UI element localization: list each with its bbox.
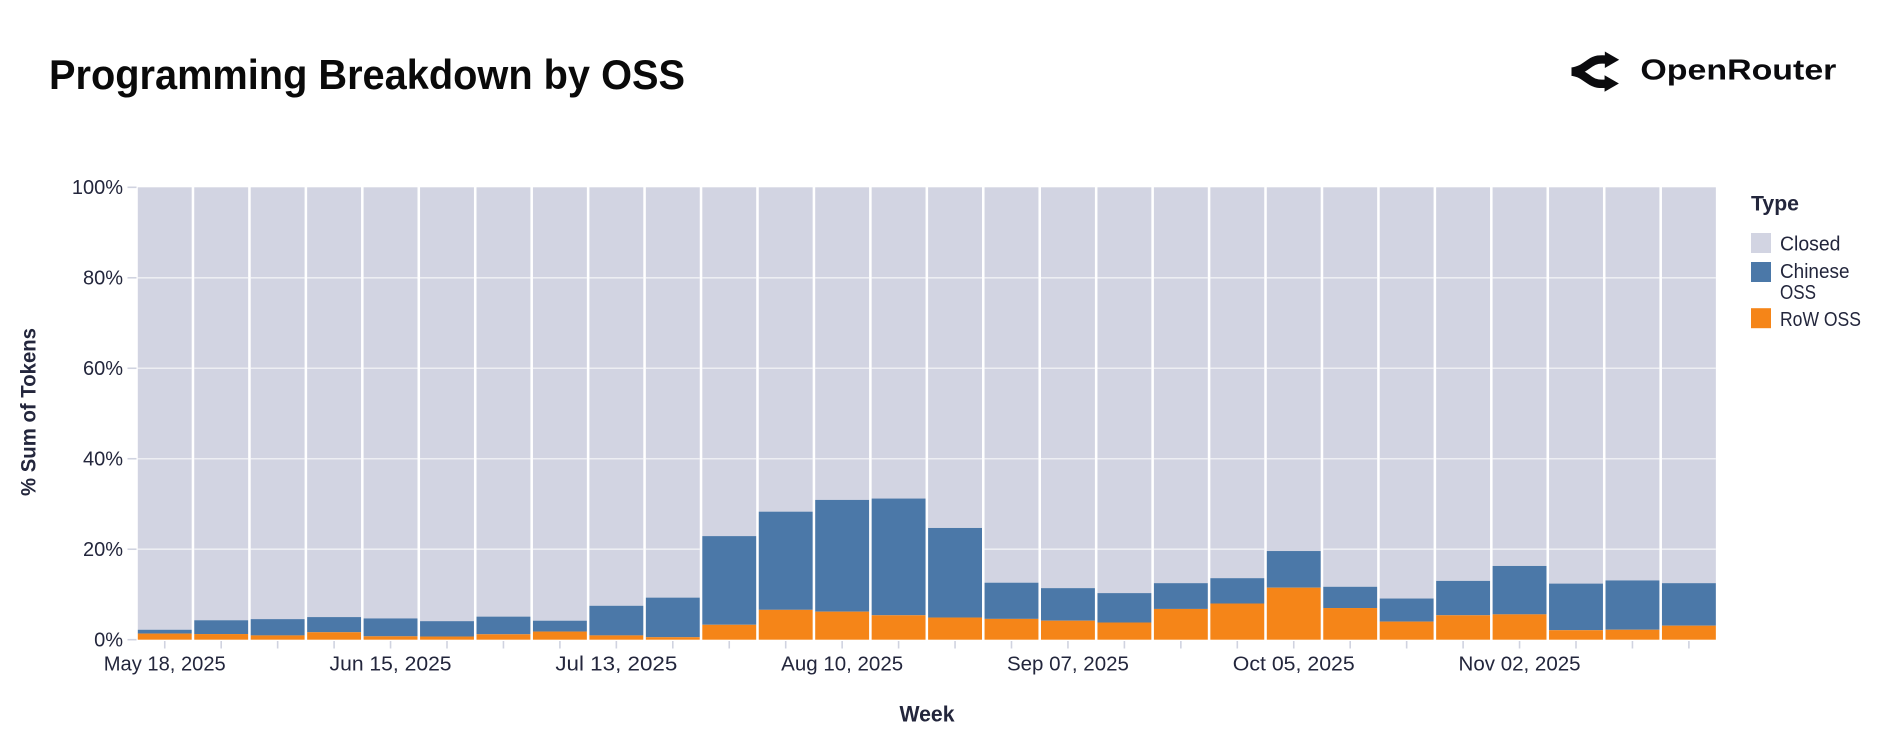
svg-text:Jun 15, 2025: Jun 15, 2025: [330, 652, 452, 675]
svg-text:100%: 100%: [72, 177, 123, 199]
svg-text:May 18, 2025: May 18, 2025: [104, 652, 226, 675]
svg-text:Nov 02, 2025: Nov 02, 2025: [1459, 652, 1581, 675]
svg-text:Chinese: Chinese: [1780, 261, 1850, 283]
svg-text:0%: 0%: [94, 630, 123, 652]
svg-text:Sep 07, 2025: Sep 07, 2025: [1007, 652, 1129, 675]
svg-text:Type: Type: [1751, 193, 1799, 216]
svg-text:Aug 10, 2025: Aug 10, 2025: [781, 652, 903, 675]
svg-text:40%: 40%: [83, 449, 123, 471]
svg-text:80%: 80%: [83, 268, 123, 290]
svg-text:Jul 13, 2025: Jul 13, 2025: [555, 652, 677, 675]
svg-text:OpenRouter: OpenRouter: [1640, 55, 1836, 87]
svg-text:Programming Breakdown by OSS: Programming Breakdown by OSS: [49, 51, 685, 98]
svg-text:OSS: OSS: [1780, 282, 1816, 304]
svg-text:20%: 20%: [83, 539, 123, 561]
svg-text:Closed: Closed: [1780, 234, 1841, 256]
svg-text:Week: Week: [900, 702, 955, 727]
svg-text:Oct 05, 2025: Oct 05, 2025: [1233, 652, 1355, 675]
svg-text:RoW OSS: RoW OSS: [1780, 309, 1861, 331]
svg-text:60%: 60%: [83, 358, 123, 380]
svg-text:% Sum of Tokens: % Sum of Tokens: [18, 328, 41, 496]
